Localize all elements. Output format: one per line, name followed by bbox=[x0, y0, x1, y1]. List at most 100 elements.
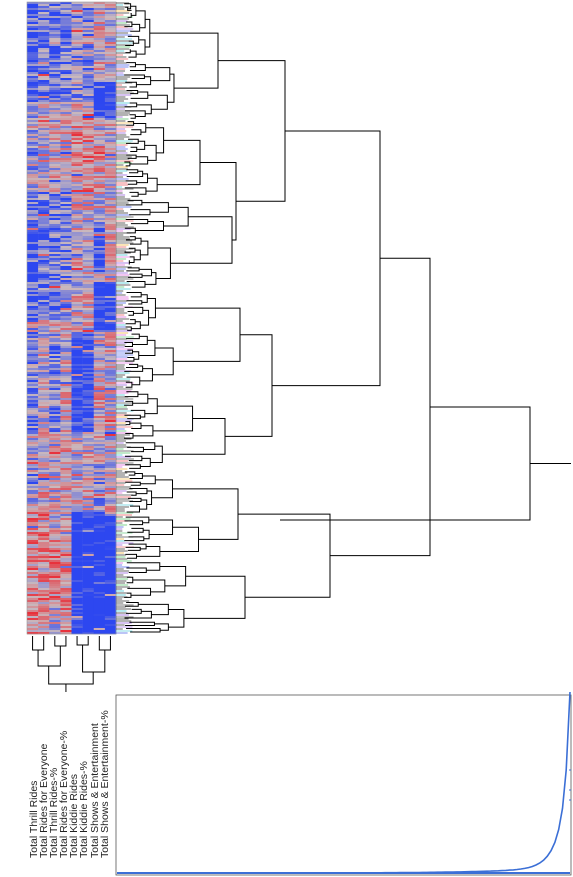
heatmap-cell bbox=[27, 178, 39, 181]
heatmap-cell bbox=[71, 314, 83, 317]
heatmap-cell bbox=[38, 318, 50, 321]
heatmap-cell bbox=[60, 262, 72, 265]
heatmap-cell bbox=[82, 510, 95, 513]
heatmap-cell bbox=[60, 510, 72, 513]
heatmap-cell bbox=[27, 512, 39, 515]
heatmap-cell bbox=[27, 536, 39, 539]
heatmap-cell bbox=[60, 540, 72, 543]
heatmap-cell bbox=[104, 254, 117, 257]
heatmap-cell bbox=[60, 506, 72, 509]
heatmap-cell bbox=[49, 286, 61, 289]
heatmap-cell bbox=[38, 290, 50, 293]
heatmap-cell bbox=[27, 118, 39, 121]
heatmap-cell bbox=[82, 200, 95, 203]
heatmap-cell bbox=[60, 586, 72, 589]
heatmap-cell bbox=[71, 440, 83, 443]
heatmap-cell bbox=[71, 188, 83, 191]
heatmap-cell bbox=[60, 240, 72, 243]
heatmap-cell bbox=[27, 98, 39, 101]
heatmap-cell bbox=[49, 618, 61, 621]
heatmap-cell bbox=[38, 154, 50, 157]
heatmap-cell bbox=[82, 170, 95, 173]
heatmap-cell bbox=[38, 348, 50, 351]
heatmap-cell bbox=[104, 302, 117, 305]
heatmap-cell bbox=[27, 516, 39, 519]
heatmap-cell bbox=[27, 44, 39, 47]
heatmap-cell bbox=[93, 616, 106, 619]
heatmap-cell bbox=[38, 276, 50, 279]
heatmap-cell bbox=[82, 82, 95, 85]
heatmap-cell bbox=[60, 470, 72, 473]
heatmap-cell bbox=[27, 226, 39, 229]
heatmap-cell bbox=[60, 104, 72, 107]
heatmap-cell bbox=[49, 148, 61, 151]
heatmap-cell bbox=[38, 352, 50, 355]
heatmap-cell bbox=[38, 200, 50, 203]
heatmap-cell bbox=[60, 560, 72, 563]
heatmap-cell bbox=[60, 42, 72, 45]
heatmap-cell bbox=[93, 168, 106, 171]
heatmap-cell bbox=[71, 524, 83, 527]
heatmap-cell bbox=[104, 72, 117, 75]
heatmap-cell bbox=[93, 296, 106, 299]
heatmap-cell bbox=[93, 338, 106, 341]
heatmap-cell bbox=[93, 626, 106, 629]
heatmap-cell bbox=[27, 488, 39, 491]
heatmap-cell bbox=[71, 620, 83, 623]
heatmap-cell bbox=[71, 434, 83, 437]
heatmap-cell bbox=[104, 156, 117, 159]
heatmap-cell bbox=[71, 376, 83, 379]
heatmap-cell bbox=[71, 408, 83, 411]
heatmap-cell bbox=[93, 620, 106, 623]
heatmap-cell bbox=[38, 334, 50, 337]
heatmap-cell bbox=[49, 538, 61, 541]
heatmap-cell bbox=[104, 386, 117, 389]
heatmap-cell bbox=[82, 544, 95, 547]
heatmap-cell bbox=[71, 118, 83, 121]
distribution-frame bbox=[115, 694, 572, 876]
heatmap-cell bbox=[82, 598, 95, 601]
heatmap-cell bbox=[27, 478, 39, 481]
heatmap-cell bbox=[49, 106, 61, 109]
heatmap-cell bbox=[38, 228, 50, 231]
heatmap-cell bbox=[93, 204, 106, 207]
heatmap-cell bbox=[27, 32, 39, 35]
heatmap-cell bbox=[71, 396, 83, 399]
heatmap-cell bbox=[49, 122, 61, 125]
heatmap-cell bbox=[93, 286, 106, 289]
heatmap-cell bbox=[82, 606, 95, 609]
heatmap-cell bbox=[82, 110, 95, 113]
heatmap-cell bbox=[71, 410, 83, 413]
heatmap-cell bbox=[104, 142, 117, 145]
heatmap-cell bbox=[93, 236, 106, 239]
heatmap-cell bbox=[38, 262, 50, 265]
heatmap-cell bbox=[49, 408, 61, 411]
heatmap-cell bbox=[38, 562, 50, 565]
heatmap-cell bbox=[27, 332, 39, 335]
heatmap-cell bbox=[82, 214, 95, 217]
heatmap-cell bbox=[27, 428, 39, 431]
heatmap-cell bbox=[49, 394, 61, 397]
heatmap-cell bbox=[93, 112, 106, 115]
heatmap-cell bbox=[71, 446, 83, 449]
heatmap-cell bbox=[38, 464, 50, 467]
heatmap-cell bbox=[104, 518, 117, 521]
heatmap-cell bbox=[82, 262, 95, 265]
heatmap-cell bbox=[49, 580, 61, 583]
heatmap-cell bbox=[49, 518, 61, 521]
dendrogram-link bbox=[163, 206, 189, 227]
heatmap-cell bbox=[82, 54, 95, 57]
heatmap-cell bbox=[27, 434, 39, 437]
heatmap-cell bbox=[27, 400, 39, 403]
dendrogram-link bbox=[126, 169, 139, 174]
heatmap-cell bbox=[82, 276, 95, 279]
heatmap-cell bbox=[38, 628, 50, 631]
heatmap-cell bbox=[49, 88, 61, 91]
heatmap-cell bbox=[104, 442, 117, 445]
heatmap-cell bbox=[82, 180, 95, 183]
heatmap-cell bbox=[38, 268, 50, 271]
heatmap-cell bbox=[49, 398, 61, 401]
heatmap-cell bbox=[27, 356, 39, 359]
heatmap-cell bbox=[38, 386, 50, 389]
heatmap-cell bbox=[82, 156, 95, 159]
